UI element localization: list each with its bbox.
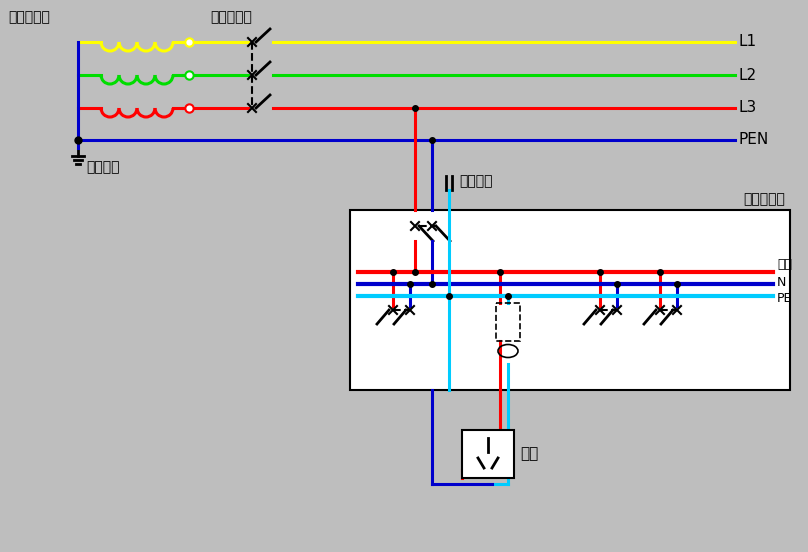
Bar — [462, 430, 514, 478]
Text: 电力变压器: 电力变压器 — [8, 10, 50, 24]
Text: PE: PE — [777, 291, 793, 305]
Text: 电源总开关: 电源总开关 — [210, 10, 252, 24]
Text: 插座: 插座 — [520, 447, 538, 461]
Text: 相线: 相线 — [777, 258, 792, 271]
Text: 工作接地: 工作接地 — [86, 160, 120, 174]
Bar — [350, 210, 790, 390]
Text: L2: L2 — [739, 67, 757, 82]
Bar — [496, 303, 520, 341]
Text: L1: L1 — [739, 34, 757, 50]
Text: PEN: PEN — [739, 132, 769, 147]
Text: 保护接地: 保护接地 — [459, 174, 493, 188]
Text: L3: L3 — [739, 100, 757, 115]
Text: N: N — [777, 276, 786, 289]
Text: 居家配电笱: 居家配电笱 — [743, 192, 785, 206]
